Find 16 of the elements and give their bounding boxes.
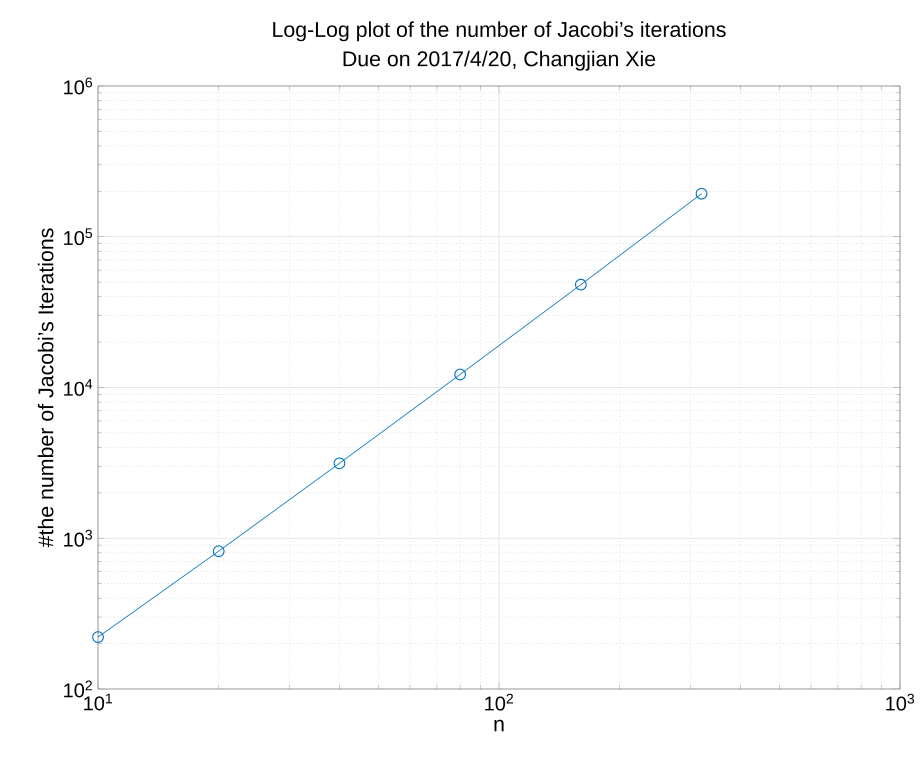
point [212, 545, 225, 558]
y-tick-label: 10$^{6}$ [64, 78, 92, 94]
point [334, 457, 346, 470]
point [574, 278, 587, 291]
point [454, 368, 466, 380]
y-axis-title: #the number of Jacobi’s Iterations [38, 228, 54, 548]
chart-title: Log-Log plot of the number of Jacobi’s iterations [273, 21, 726, 42]
y-tick-label: 10$^{3}$ [64, 530, 92, 547]
y-tick-label: 10$^{5}$ [64, 228, 92, 246]
point [696, 188, 708, 200]
x-tick-label: 10$^{3}$ [886, 694, 914, 711]
x-tick-label: 10$^{2}$ [485, 694, 513, 711]
y-tick-label: 10$^{4}$ [64, 379, 92, 396]
x-axis-title: n [494, 720, 504, 732]
chart-subtitle: Due on 2017/4/20, Changjian Xie [344, 50, 656, 71]
point [92, 631, 104, 643]
